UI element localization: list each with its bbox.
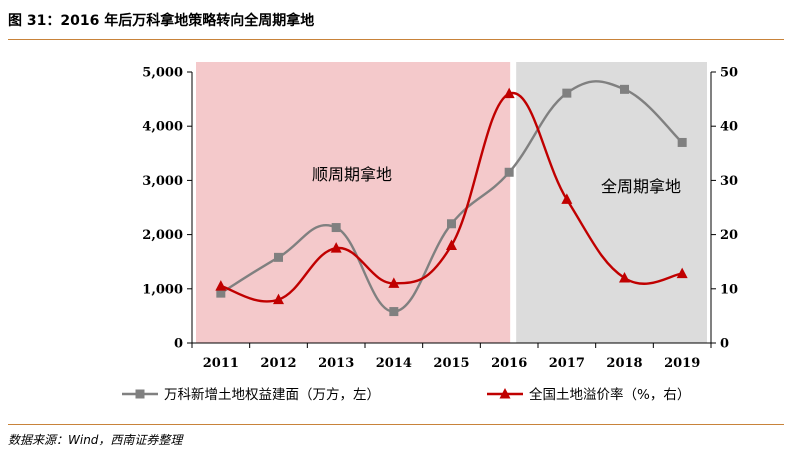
data-point-vanke-land-area [331, 223, 341, 233]
legend-marker-land-premium-rate [499, 388, 511, 399]
data-point-vanke-land-area [620, 84, 629, 94]
right-tick-label: 30 [720, 174, 738, 189]
data-point-vanke-land-area [447, 219, 456, 229]
data-point-vanke-land-area [504, 167, 514, 177]
right-tick-label: 20 [720, 228, 738, 243]
left-tick-label: 1,000 [142, 282, 183, 297]
x-tick-label: 2014 [376, 356, 412, 371]
data-point-vanke-land-area [389, 307, 399, 317]
x-tick-label: 2015 [433, 356, 469, 371]
dual-axis-line-chart: 0 1,000 2,000 3,000 4,000 5,000 0 10 20 30 40 50 201… [122, 62, 738, 403]
right-tick-label: 10 [720, 282, 738, 297]
left-tick-label: 3,000 [142, 174, 183, 189]
data-point-land-premium-rate [503, 87, 515, 99]
data-point-land-premium-rate [561, 193, 573, 204]
data-point-vanke-land-area [216, 288, 226, 298]
right-tick-label: 50 [720, 66, 738, 81]
data-point-land-premium-rate [676, 267, 688, 279]
legend-marker-vanke-land-area [135, 389, 145, 399]
data-point-vanke-land-area [562, 88, 572, 98]
x-tick-label: 2018 [606, 356, 642, 371]
right-tick-label: 0 [720, 337, 729, 352]
region-label-pro-cyclical: 顺周期拿地 [312, 165, 392, 184]
left-tick-label: 5,000 [142, 66, 183, 81]
x-tick-label: 2011 [203, 356, 239, 371]
legend-label-vanke-land-area: 万科新增土地权益建面（万方，左） [164, 386, 380, 403]
left-tick-label: 0 [174, 337, 183, 352]
source-note: 数据来源：Wind，西南证券整理 [8, 433, 183, 447]
figure-title: 图 31：2016 年后万科拿地策略转向全周期拿地 [8, 13, 315, 29]
region-label-full-cycle: 全周期拿地 [601, 177, 681, 196]
source-rule [8, 424, 784, 425]
data-point-land-premium-rate [388, 277, 400, 288]
data-point-land-premium-rate [215, 280, 227, 291]
region-full-cycle [516, 62, 707, 343]
series-line-land-premium-rate [220, 91, 683, 303]
right-tick-label: 40 [720, 120, 738, 135]
data-point-land-premium-rate [446, 239, 457, 250]
title-rule [8, 39, 784, 40]
data-point-vanke-land-area [677, 137, 687, 147]
data-point-land-premium-rate [330, 242, 342, 253]
x-tick-label: 2016 [491, 356, 527, 371]
data-point-land-premium-rate [273, 293, 284, 305]
x-tick-label: 2019 [664, 356, 700, 371]
x-tick-label: 2013 [318, 356, 354, 371]
legend-label-land-premium-rate: 全国土地溢价率（%，右） [529, 386, 690, 403]
x-tick-label: 2012 [260, 356, 296, 371]
region-pro-cyclical [196, 62, 511, 343]
left-tick-label: 2,000 [142, 228, 183, 243]
data-point-vanke-land-area [274, 252, 283, 262]
x-tick-label: 2017 [549, 356, 585, 371]
data-point-land-premium-rate [619, 271, 630, 283]
left-tick-label: 4,000 [142, 120, 183, 135]
